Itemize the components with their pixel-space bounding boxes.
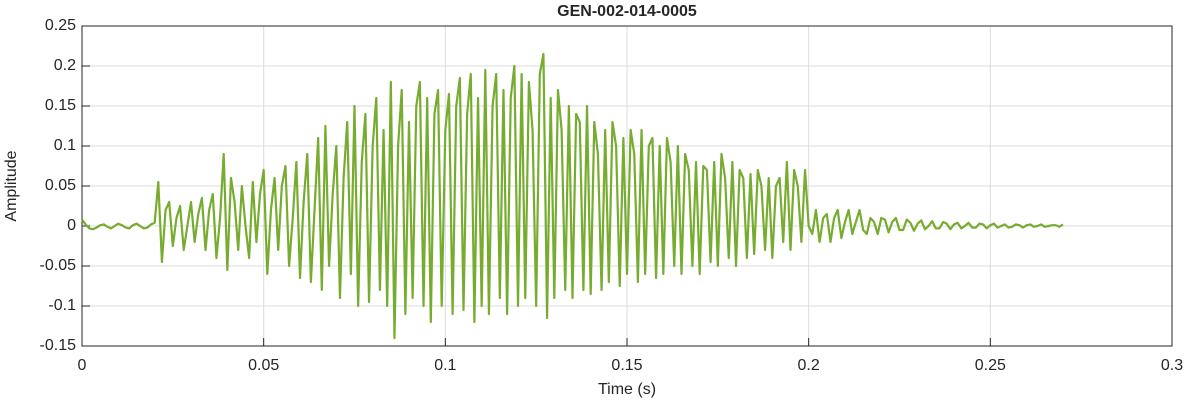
x-tick-label: 0	[78, 357, 87, 374]
y-tick-label: -0.05	[40, 257, 77, 274]
y-tick-label: 0.2	[54, 57, 76, 74]
x-tick-label: 0.25	[975, 357, 1006, 374]
y-tick-label: 0.1	[54, 137, 76, 154]
chart-title: GEN-002-014-0005	[557, 3, 697, 20]
x-tick-label: 0.3	[1161, 357, 1183, 374]
y-tick-label: 0.05	[45, 177, 76, 194]
y-axis-label: Amplitude	[3, 150, 20, 221]
x-tick-label: 0.15	[611, 357, 642, 374]
plot-frame	[81, 25, 1173, 347]
x-tick-label: 0.2	[798, 357, 820, 374]
x-tick-label: 0.1	[434, 357, 456, 374]
y-tick-label: -0.15	[40, 337, 77, 354]
y-tick-label: 0	[67, 217, 76, 234]
y-tick-label: 0.15	[45, 97, 76, 114]
x-tick-label: 0.05	[248, 357, 279, 374]
x-axis-label: Time (s)	[598, 381, 656, 398]
y-tick-label: 0.25	[45, 17, 76, 34]
y-tick-label: -0.1	[48, 297, 76, 314]
waveform-line	[81, 52, 1064, 340]
